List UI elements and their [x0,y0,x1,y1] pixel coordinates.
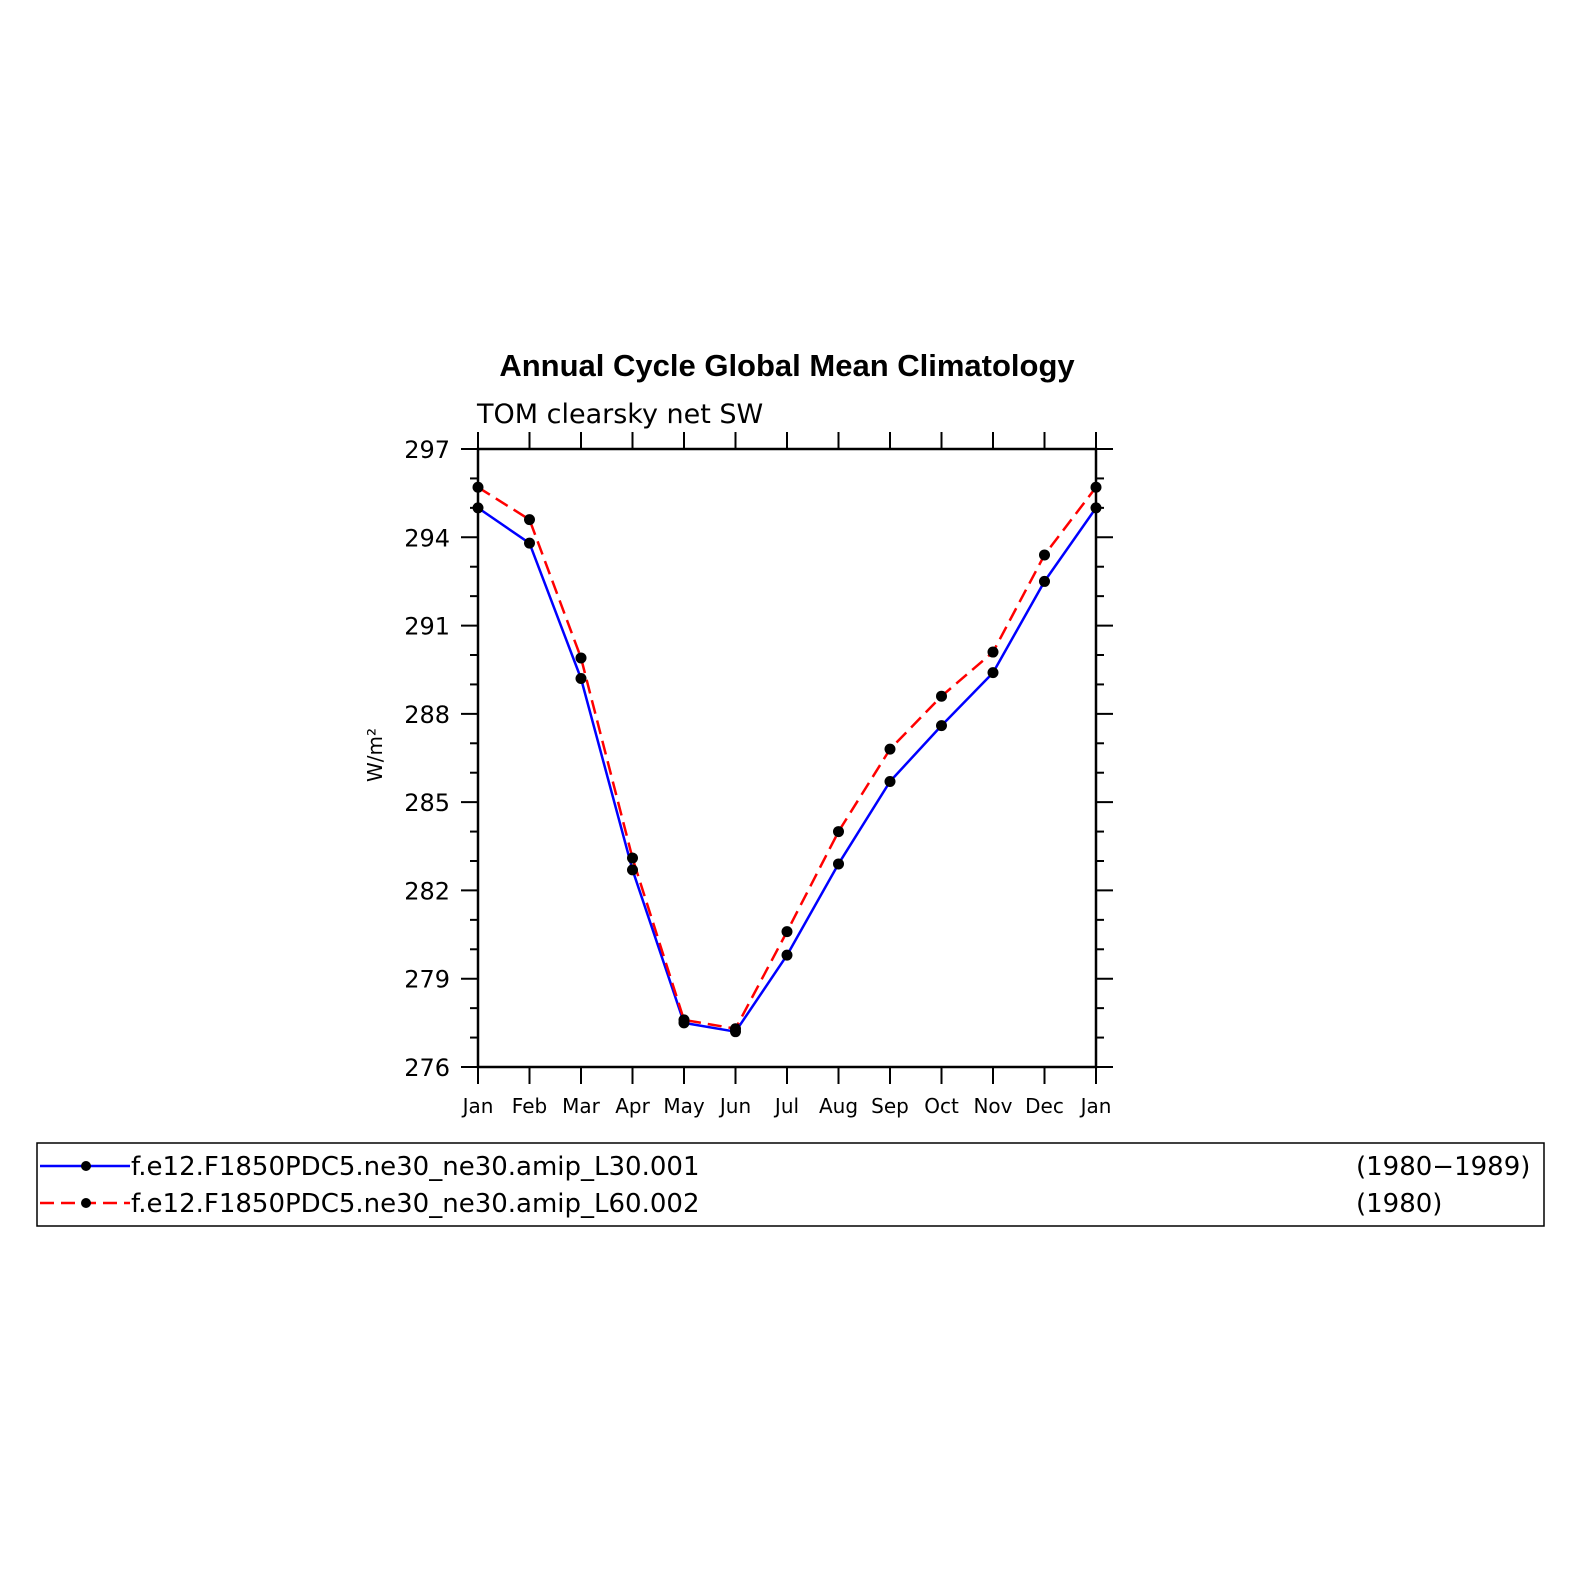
series-1-point [575,673,587,685]
series-1-point [524,537,535,549]
y-tick-label: 285 [404,789,450,817]
y-tick-label: 288 [404,701,450,729]
series-2-point [1039,549,1050,561]
y-tick-label: 291 [404,613,450,641]
series-1-point [781,949,793,961]
x-tick-label: Oct [924,1094,959,1118]
series-2-point [524,514,535,526]
series-1-point [833,858,844,870]
x-tick-label: Apr [615,1094,650,1118]
series-1-point [884,776,896,788]
x-tick-label: Aug [819,1094,858,1118]
legend-marker-1 [81,1161,91,1171]
x-tick-label: Feb [512,1094,547,1118]
plot-series [472,481,1102,1038]
series-2-point [678,1014,690,1026]
series-2-point [575,652,587,664]
x-tick-label: Jul [773,1094,799,1118]
y-axis-label: W/m² [363,728,387,782]
y-tick-label: 276 [404,1054,450,1082]
legend-label-1: f.e12.F1850PDC5.ne30_ne30.amip_L30.001 [131,1152,699,1182]
series-2-point [730,1023,741,1035]
x-tick-label: Jan [461,1094,494,1118]
series-line-2 [477,486,1097,1030]
x-tick-label: May [663,1094,705,1118]
chart-title: Annual Cycle Global Mean Climatology [499,348,1075,383]
legend-entry-1: f.e12.F1850PDC5.ne30_ne30.amip_L30.001 (… [40,1152,1530,1182]
legend-period-2: (1980) [1356,1189,1442,1219]
series-2-point [627,852,638,864]
x-tick-label: Mar [562,1094,601,1118]
y-tick-label: 282 [404,877,450,905]
legend-label-2: f.e12.F1850PDC5.ne30_ne30.amip_L60.002 [131,1189,699,1219]
legend-marker-2 [81,1198,91,1208]
chart-subtitle: TOM clearsky net SW [476,399,763,430]
series-2-point [833,826,844,838]
x-axis: Jan Feb Mar Apr May Jun Jul Aug Sep Oct Nov Dec Jan [461,432,1112,1118]
x-tick-label: Dec [1025,1094,1064,1118]
legend: f.e12.F1850PDC5.ne30_ne30.amip_L30.001 (… [36,1142,1545,1227]
series-1-point [1039,575,1050,587]
series-1-point [627,864,638,876]
x-tick-label: Jan [1079,1094,1112,1118]
series-1-point [936,720,947,732]
series-2-point [987,646,999,658]
y-tick-label: 279 [404,966,450,994]
legend-box [36,1142,1545,1227]
series-1-point [987,667,999,679]
y-axis: 276 279 282 285 288 291 294 297 [404,436,1113,1082]
y-tick-label: 297 [404,436,450,464]
x-tick-label: Nov [973,1094,1012,1118]
series-2-point [884,743,896,755]
series-2-point [936,690,947,702]
x-tick-label: Jun [718,1094,751,1118]
plot-frame [476,447,1098,1069]
y-tick-label: 294 [404,524,450,552]
series-2-point [781,926,793,938]
legend-entry-2: f.e12.F1850PDC5.ne30_ne30.amip_L60.002 (… [40,1189,1442,1219]
x-tick-label: Sep [871,1094,909,1118]
legend-period-1: (1980−1989) [1356,1152,1530,1182]
